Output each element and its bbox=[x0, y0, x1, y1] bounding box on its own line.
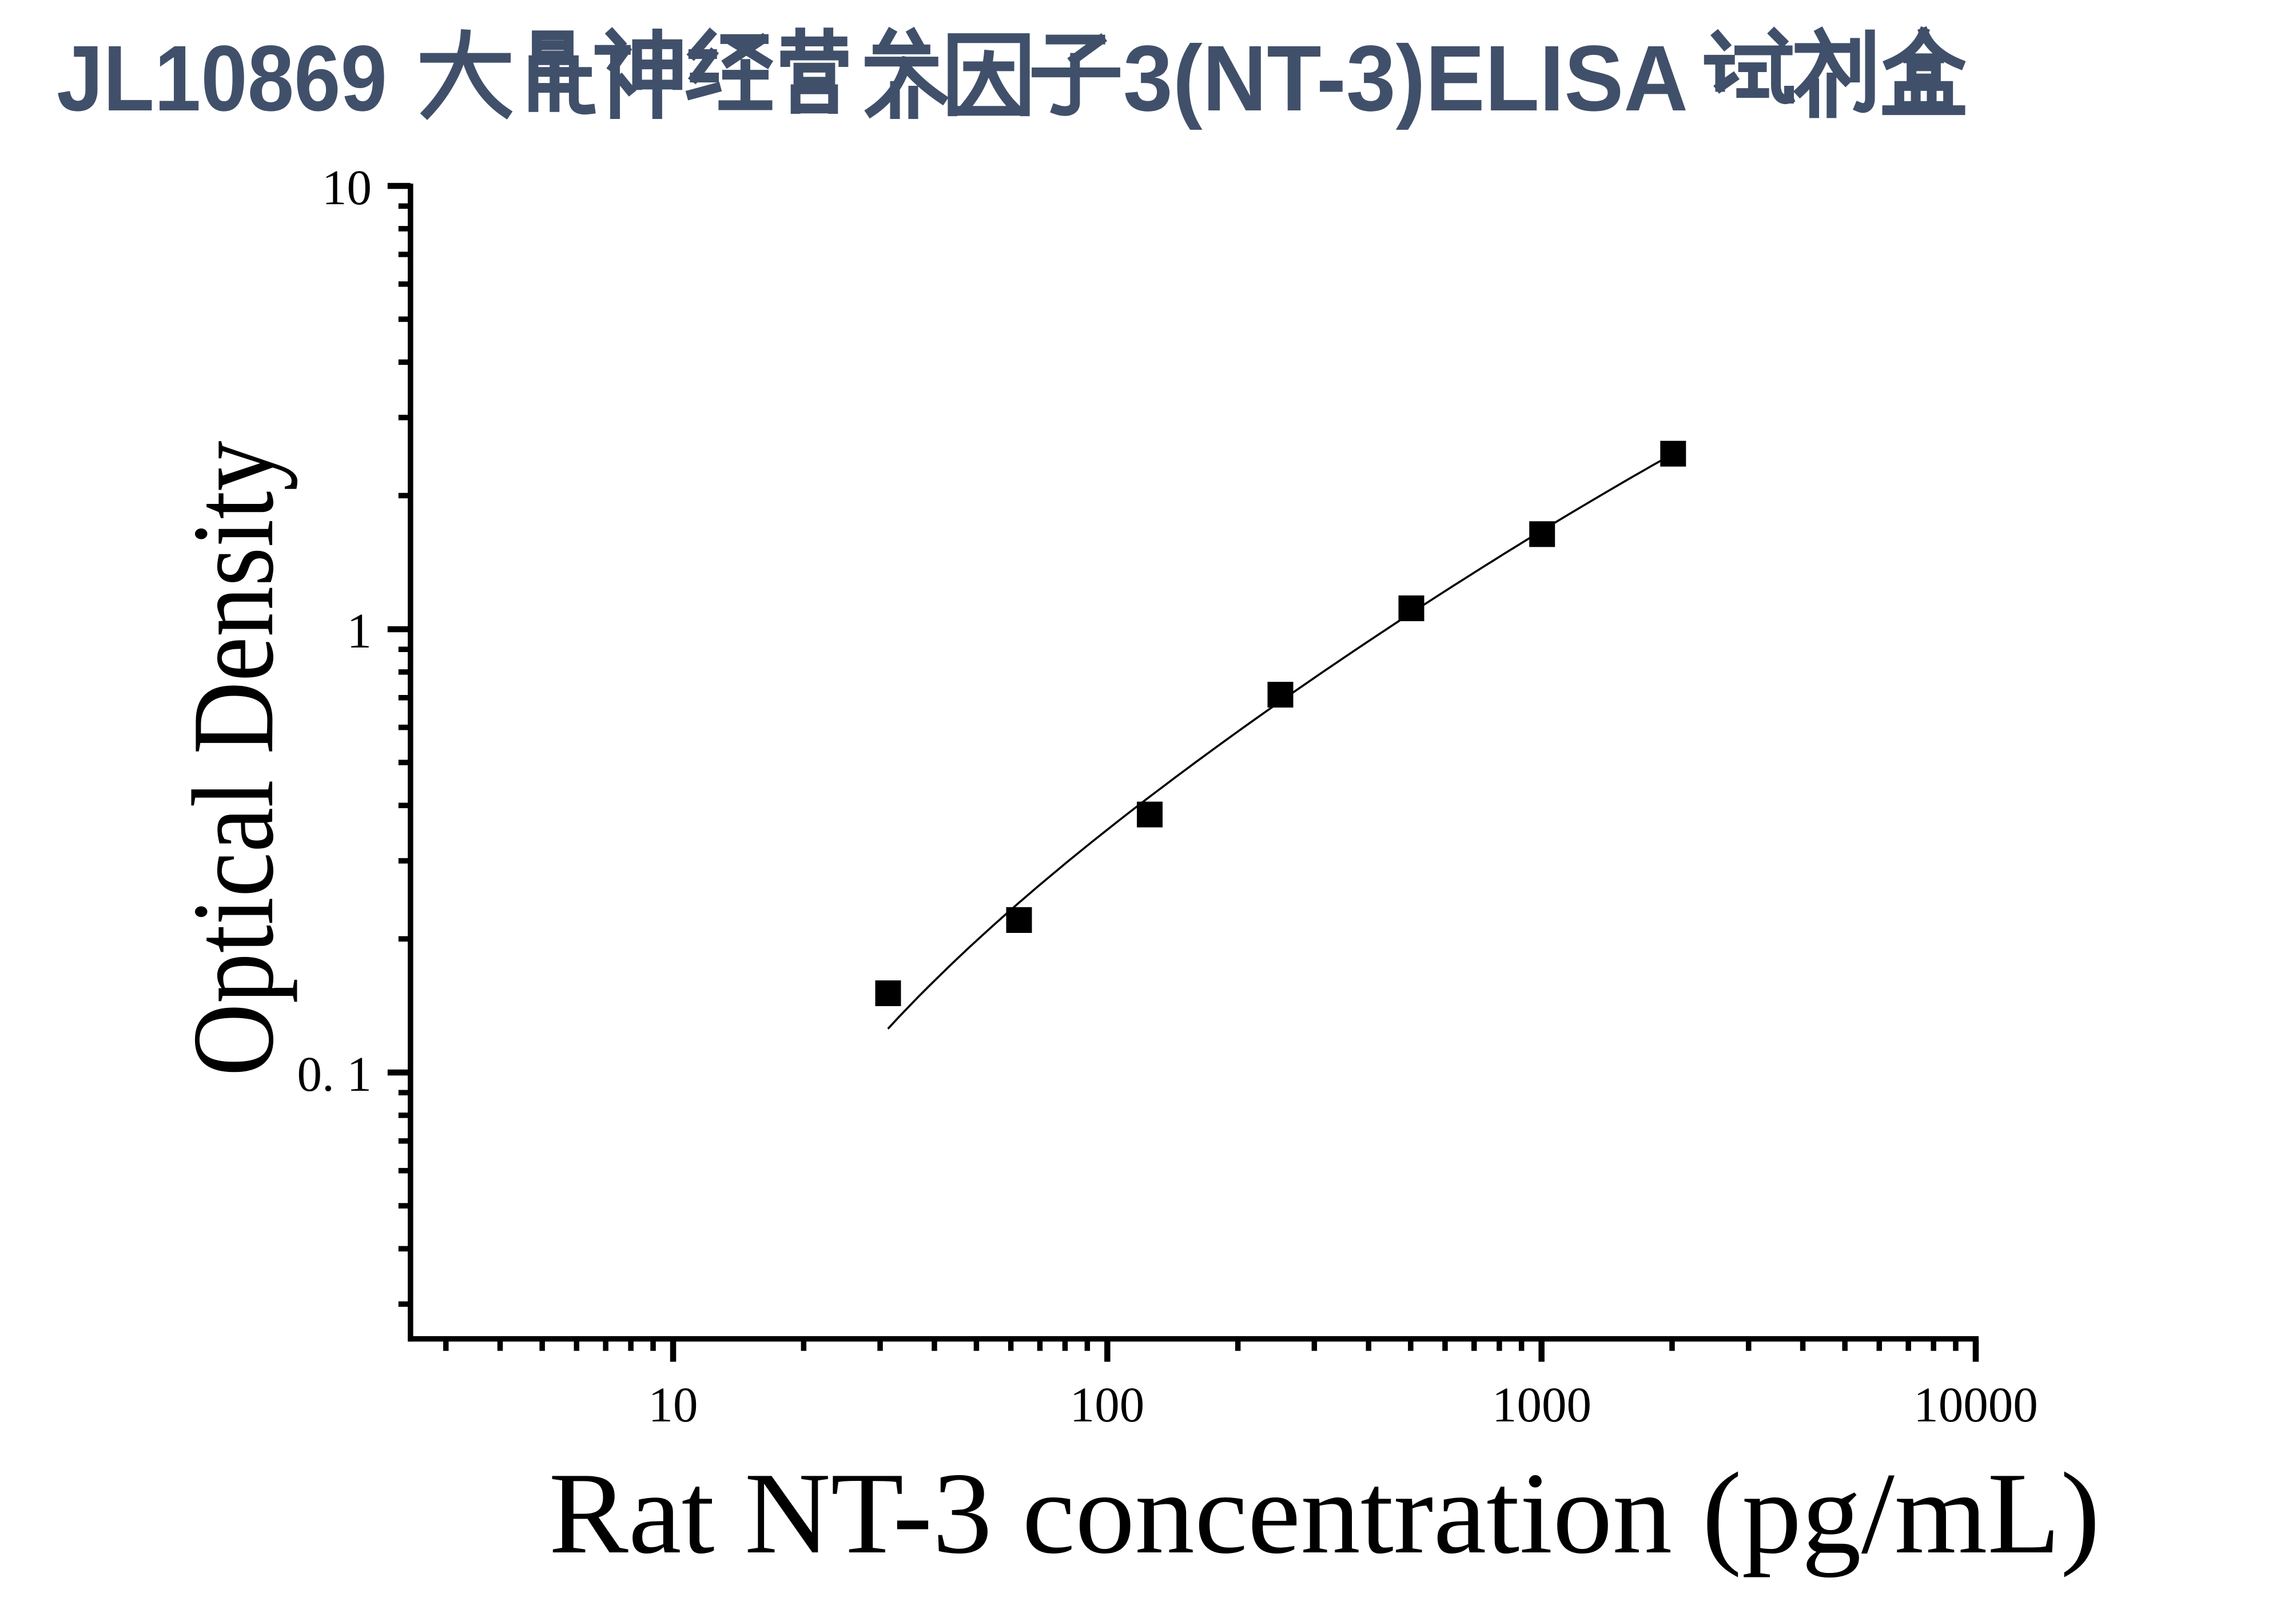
svg-text:JL10869: JL10869 bbox=[57, 26, 387, 130]
svg-text:10: 10 bbox=[322, 160, 372, 215]
svg-text:Optical Density: Optical Density bbox=[169, 441, 298, 1076]
svg-text:Rat NT-3 concentration (pg/mL): Rat NT-3 concentration (pg/mL) bbox=[549, 1449, 2100, 1578]
svg-text:3(NT-3)ELISA: 3(NT-3)ELISA bbox=[1123, 26, 1688, 130]
svg-text:1000: 1000 bbox=[1492, 1377, 1591, 1432]
svg-text:0. 1: 0. 1 bbox=[297, 1046, 372, 1102]
svg-text:10: 10 bbox=[648, 1377, 698, 1432]
svg-text:100: 100 bbox=[1070, 1377, 1145, 1432]
svg-text:10000: 10000 bbox=[1913, 1377, 2038, 1432]
svg-text:1: 1 bbox=[347, 603, 372, 658]
